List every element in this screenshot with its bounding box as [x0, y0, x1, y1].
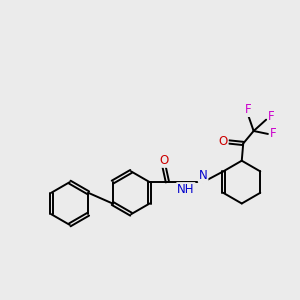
Text: O: O — [218, 136, 228, 148]
Text: NH: NH — [177, 183, 195, 196]
Text: N: N — [199, 169, 208, 182]
Text: F: F — [270, 128, 277, 140]
Text: F: F — [268, 110, 275, 123]
Text: F: F — [245, 103, 252, 116]
Text: O: O — [159, 154, 169, 167]
